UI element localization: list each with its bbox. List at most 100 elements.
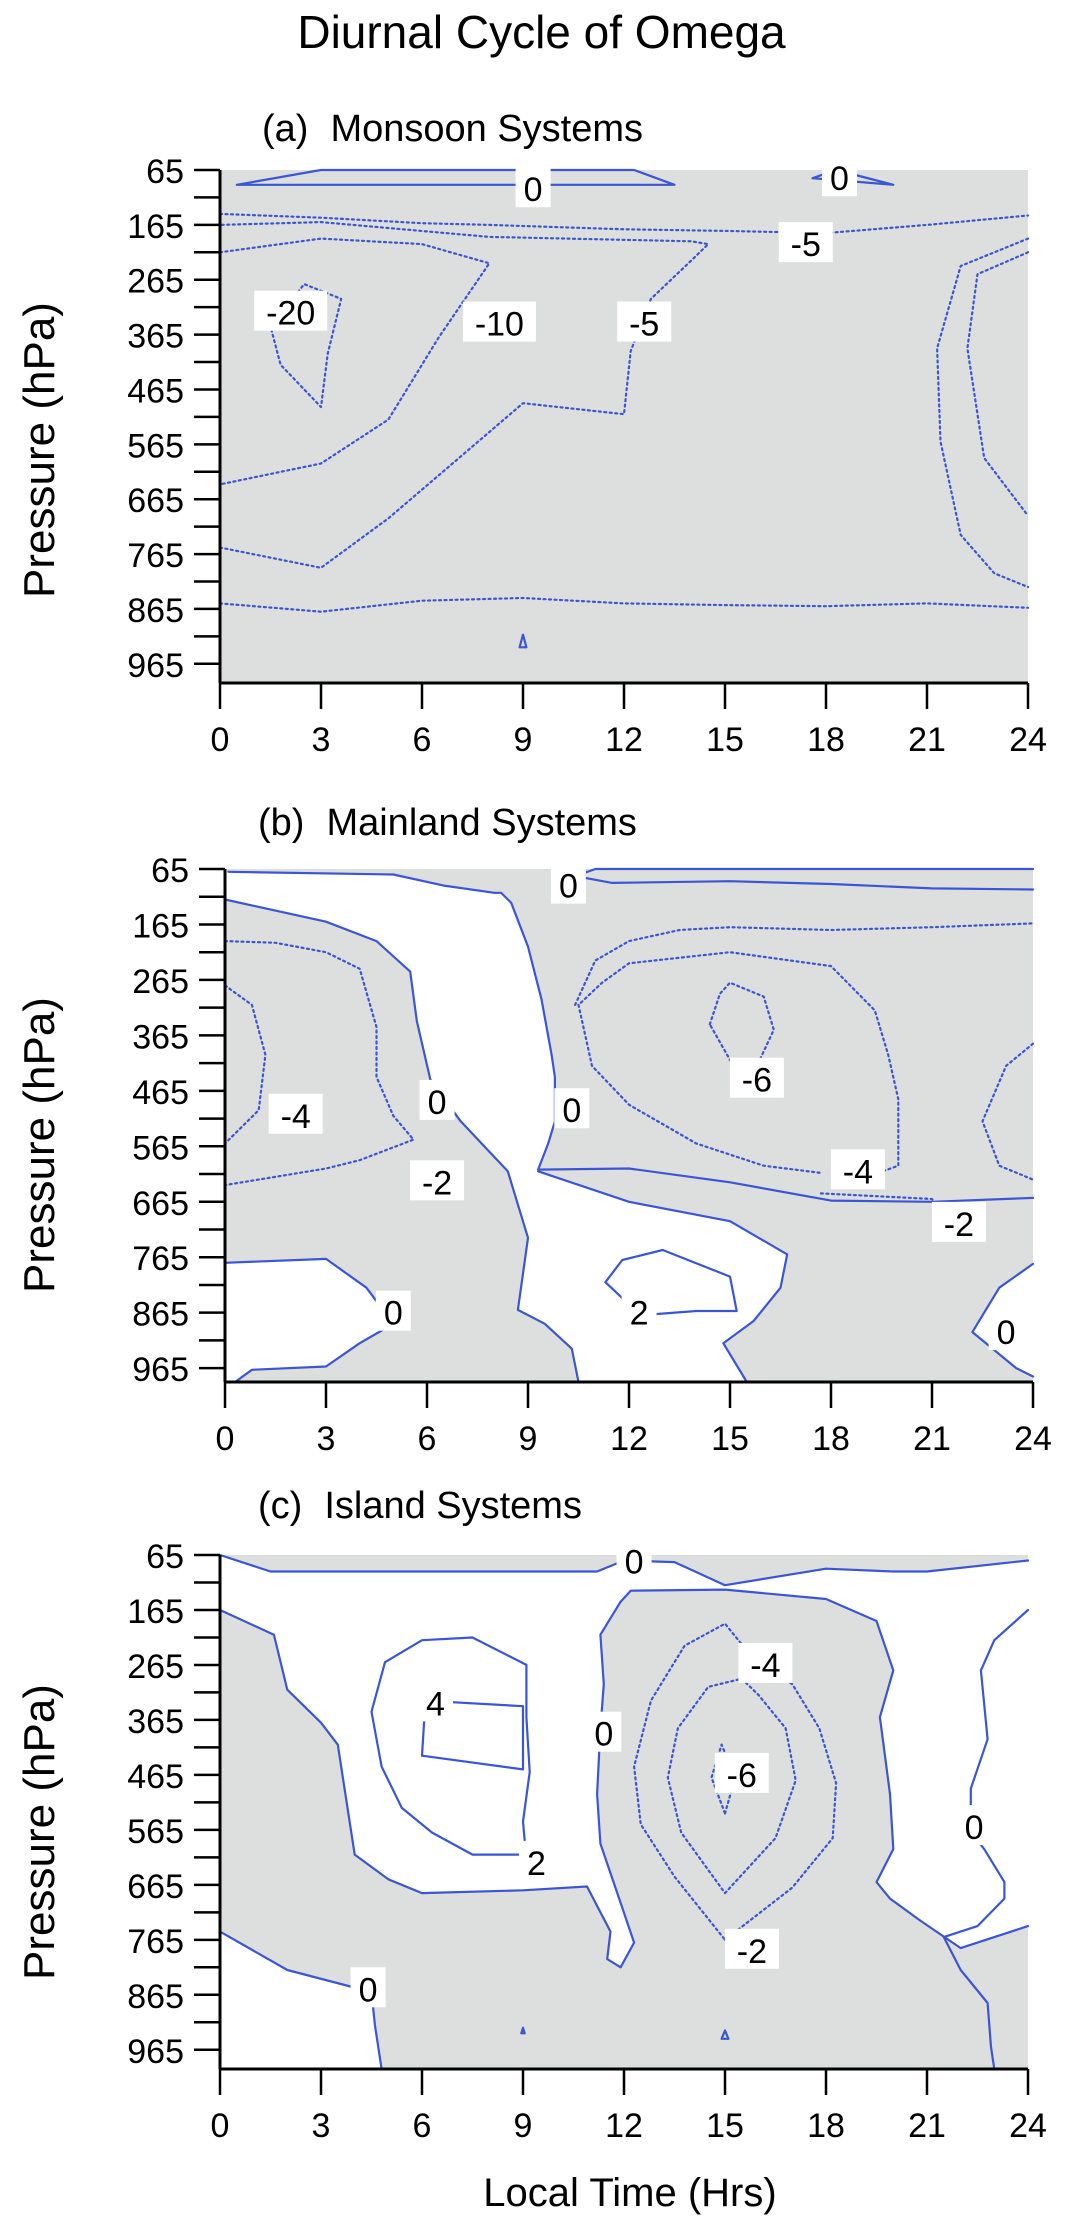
contour-label-bg — [724, 1928, 779, 1969]
contour-label: 0 — [965, 1809, 984, 1847]
x-axis-label: Local Time (Hrs) — [483, 2171, 777, 2215]
contour-line-0 — [536, 1170, 789, 1384]
contour-label-bg — [375, 1290, 411, 1331]
contour-label: 0 — [384, 1295, 403, 1333]
contour-label: -5 — [791, 226, 821, 264]
contour-label: 0 — [594, 1716, 613, 1754]
contour-label: 0 — [997, 1314, 1016, 1352]
y-tick-label: 165 — [127, 1593, 184, 1631]
contour-label-bg — [519, 1840, 554, 1881]
contour-label: -2 — [737, 1933, 767, 1971]
y-tick-label: 165 — [127, 208, 184, 246]
contour-label-bg — [830, 1149, 885, 1190]
panel-b-plot: 0 -4 0 0 -6 -2 -4 -2 0 2 0 65 165 265 365 465 565 665 765 8… — [132, 852, 1052, 1458]
y-tick-label: 65 — [151, 852, 189, 890]
x-tick-label: 24 — [1009, 2107, 1047, 2145]
contour-label-bg — [616, 1539, 652, 1580]
contour-label: 0 — [359, 1971, 378, 2009]
contour-label: 2 — [527, 1845, 546, 1883]
x-tick-label: 15 — [706, 721, 744, 759]
contour-label-bg — [729, 1057, 784, 1098]
x-tick-label: 12 — [605, 721, 643, 759]
y-tick-label: 465 — [132, 1074, 189, 1112]
contour-label: -2 — [944, 1206, 974, 1244]
panel-c-plot: 0-440-602-206516526536546556566576586596… — [127, 1538, 1047, 2145]
contour-label: 0 — [625, 1544, 644, 1582]
x-tick-label: 6 — [413, 721, 432, 759]
contour-label-bg — [554, 1088, 590, 1129]
contour-line-neg5 — [935, 237, 1030, 589]
y-tick-label: 665 — [127, 1868, 184, 1906]
contour-label-bg — [931, 1201, 986, 1242]
y-tick-label: 665 — [132, 1185, 189, 1223]
x-tick-label: 21 — [908, 721, 946, 759]
contour-line-4 — [420, 1699, 525, 1771]
contour-label-bg — [822, 156, 857, 197]
positive-omega-region — [225, 1258, 394, 1382]
y-tick-label: 365 — [127, 1703, 184, 1741]
x-tick-label: 18 — [807, 721, 845, 759]
y-tick-label: 865 — [132, 1296, 189, 1334]
contour-label-bg — [419, 1079, 455, 1120]
panel-a-plot: 0 0-5-20 -10 -56516526536546556566576586596… — [127, 153, 1047, 759]
contour-label-bg — [268, 1093, 323, 1134]
contour-label-bg — [621, 1290, 657, 1331]
contour-label: -20 — [266, 295, 315, 333]
y-tick-label: 165 — [132, 907, 189, 945]
contour-label-bg — [714, 1752, 769, 1793]
contour-line-0 — [223, 1257, 395, 1384]
x-tick-label: 9 — [519, 1420, 538, 1458]
contour-label-bg — [350, 1967, 386, 2008]
contour-line-neg2 — [981, 1042, 1035, 1181]
y-tick-label: 965 — [127, 2033, 184, 2071]
x-tick-label: 6 — [418, 1420, 437, 1458]
y-tick-label: 65 — [146, 1538, 184, 1576]
contour-label-bg — [956, 1805, 992, 1846]
contour-label: 0 — [428, 1084, 447, 1122]
y-tick-label: 565 — [127, 427, 184, 465]
contour-label: 0 — [524, 171, 543, 209]
y-tick-label: 365 — [132, 1018, 189, 1056]
y-tick-label: 765 — [127, 1923, 184, 1961]
contour-line-neg10 — [966, 251, 1030, 517]
figure-title: Diurnal Cycle of Omega — [297, 6, 786, 58]
panel-b-name: Mainland Systems — [326, 802, 637, 844]
panel-c-letter: (c) — [258, 1485, 303, 1527]
x-tick-label: 15 — [711, 1420, 749, 1458]
contour-label: -6 — [742, 1062, 772, 1100]
x-tick-label: 0 — [211, 2107, 230, 2145]
contour-label-bg — [586, 1711, 622, 1752]
contour-label: -5 — [629, 306, 659, 344]
x-tick-label: 3 — [312, 721, 331, 759]
y-tick-label: 265 — [127, 1648, 184, 1686]
y-tick-label: 765 — [127, 537, 184, 575]
contour-line-0 — [223, 898, 580, 1384]
y-tick-label: 965 — [132, 1351, 189, 1389]
contour-label-bg — [254, 290, 328, 331]
shaded-area — [220, 170, 1028, 683]
contour-line-neg2 — [223, 939, 415, 1187]
contour-label: 0 — [562, 1092, 581, 1130]
x-tick-label: 15 — [706, 2107, 744, 2145]
x-tick-label: 18 — [812, 1420, 850, 1458]
contour-line-0 — [971, 1262, 1035, 1378]
y-tick-label: 365 — [127, 318, 184, 356]
contour-label-bg — [418, 1681, 453, 1722]
panel-b-title: (b) Mainland Systems — [258, 800, 637, 846]
contour-label-bg — [410, 1160, 465, 1201]
contour-line-neg2 — [632, 1622, 838, 1941]
contour-label-bg — [988, 1310, 1024, 1351]
y-tick-label: 465 — [127, 1758, 184, 1796]
contour-line-neg2 — [573, 922, 1035, 1007]
panel-a-title: (a) Monsoon Systems — [262, 106, 643, 152]
contour-line-2 — [370, 1636, 541, 1870]
y-tick-label: 265 — [132, 963, 189, 1001]
y-tick-label: 565 — [132, 1129, 189, 1167]
contour-line-0 — [227, 870, 1035, 1203]
x-tick-label: 21 — [913, 1420, 951, 1458]
contour-label: 0 — [559, 868, 578, 906]
contour-label-bg — [550, 863, 586, 904]
panel-c-name: Island Systems — [324, 1485, 582, 1527]
y-tick-label: 265 — [127, 263, 184, 301]
